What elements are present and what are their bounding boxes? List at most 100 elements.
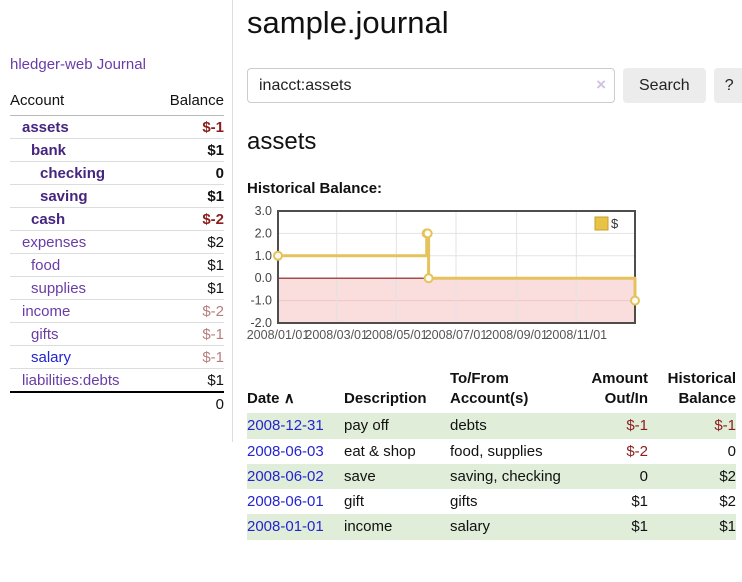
transaction-date-link[interactable]: 2008-12-31 [247, 417, 324, 435]
account-row: checking 0 [10, 161, 224, 185]
accounts-total-row: 0 [10, 391, 224, 416]
svg-text:2008/01/01: 2008/01/01 [247, 328, 310, 342]
transaction-balance: 0 [727, 442, 736, 460]
search-help-button[interactable]: ? [713, 68, 742, 104]
svg-text:2008/11/01: 2008/11/01 [545, 328, 607, 342]
sidebar: hledger-web Journal Account Balance asse… [0, 0, 233, 442]
transaction-amount: 0 [639, 467, 648, 485]
data-point-marker [630, 295, 640, 306]
search-bar: × Search ? [247, 68, 742, 104]
svg-text:1.0: 1.0 [255, 249, 272, 263]
account-row: cash $-2 [10, 207, 224, 231]
account-balance: $-1 [153, 322, 224, 346]
transaction-date-link[interactable]: 2008-06-03 [247, 442, 324, 460]
account-balance: $1 [153, 138, 224, 162]
account-balance: $1 [153, 276, 224, 300]
search-input[interactable] [247, 68, 615, 104]
legend-label: $ [611, 216, 619, 231]
account-balance: $-1 [153, 115, 224, 139]
account-link[interactable]: supplies [31, 280, 87, 297]
account-link[interactable]: cash [31, 211, 66, 228]
transaction-row: 2008-12-31 pay off debts $-1 $-1 [247, 413, 736, 439]
account-link[interactable]: liabilities:debts [22, 372, 120, 389]
svg-text:2008/03/01: 2008/03/01 [305, 328, 368, 342]
transaction-description: income [344, 518, 393, 536]
app-title-link[interactable]: hledger-web [10, 56, 93, 73]
transaction-amount: $1 [631, 518, 648, 536]
svg-text:3.0: 3.0 [255, 204, 272, 218]
account-balance: $-2 [153, 299, 224, 323]
svg-text:2008/05/01: 2008/05/01 [365, 328, 428, 342]
account-balance: $2 [153, 230, 224, 254]
account-link[interactable]: assets [22, 119, 69, 136]
register-header-accounts: To/From Account(s) [450, 370, 529, 407]
transaction-balance: $1 [719, 518, 736, 536]
transaction-description: gift [344, 493, 365, 511]
transaction-amount: $-1 [626, 417, 648, 435]
transaction-row: 2008-01-01 income salary $1 $1 [247, 514, 736, 540]
transaction-description: save [344, 467, 376, 485]
svg-text:2.0: 2.0 [255, 227, 272, 241]
register-header-row: Date ∧ Description To/From Account(s) Am… [247, 369, 736, 413]
account-row: assets $-1 [10, 115, 224, 139]
svg-text:-2.0: -2.0 [250, 316, 272, 330]
account-link[interactable]: food [31, 257, 61, 274]
transaction-description: eat & shop [344, 442, 416, 460]
transaction-date-link[interactable]: 2008-06-01 [247, 493, 324, 511]
account-link[interactable]: gifts [31, 326, 59, 343]
account-row: expenses $2 [10, 230, 224, 254]
transaction-row: 2008-06-03 eat & shop food, supplies $-2 0 [247, 439, 736, 464]
account-link[interactable]: bank [31, 142, 67, 159]
accounts-header-account: Account [10, 90, 154, 116]
sidebar-item-journal[interactable]: Journal [96, 56, 146, 73]
clear-search-icon[interactable]: × [596, 75, 606, 95]
transaction-row: 2008-06-02 save saving, checking 0 $2 [247, 463, 736, 490]
svg-text:0.0: 0.0 [255, 272, 272, 286]
transaction-amount: $1 [631, 493, 648, 511]
transaction-date-link[interactable]: 2008-06-02 [247, 467, 324, 485]
account-row: bank $1 [10, 138, 224, 162]
legend-swatch [594, 216, 609, 231]
account-row: income $-2 [10, 299, 224, 323]
register-header-balance: Historical Balance [667, 370, 736, 407]
page-title: sample.journal [247, 5, 449, 40]
search-button[interactable]: Search [623, 68, 706, 104]
account-row: gifts $-1 [10, 322, 224, 346]
transaction-row: 2008-06-01 gift gifts $1 $2 [247, 489, 736, 514]
account-balance: $-1 [153, 345, 224, 369]
account-rows: assets $-1 bank $1 checking 0 saving $1 cash $-2 e… [10, 115, 224, 393]
transaction-balance: $-1 [714, 417, 736, 435]
chart-title: Historical Balance: [247, 180, 383, 198]
app-window: hledger-web Journal Account Balance asse… [0, 0, 742, 540]
transaction-accounts: saving, checking [450, 467, 561, 485]
account-link[interactable]: income [22, 303, 71, 320]
register-rows: 2008-12-31 pay off debts $-1 $-1 2008-06-03 ea… [247, 413, 736, 540]
account-link[interactable]: salary [31, 349, 72, 366]
transaction-balance: $2 [719, 467, 736, 485]
account-row: food $1 [10, 253, 224, 277]
register-header-amount: Amount Out/In [591, 370, 648, 407]
account-balance: 0 [153, 161, 224, 185]
account-row: saving $1 [10, 184, 224, 208]
sort-ascending-icon: ∧ [283, 389, 295, 407]
transaction-amount: $-2 [626, 442, 648, 460]
account-link[interactable]: saving [40, 188, 88, 205]
svg-text:-1.0: -1.0 [250, 294, 272, 308]
accounts-table: Account Balance assets $-1 bank $1 checking 0… [10, 90, 224, 416]
transaction-accounts: debts [450, 417, 487, 435]
account-balance: $1 [153, 184, 224, 208]
transaction-accounts: salary [450, 518, 491, 536]
svg-text:2008/09/01: 2008/09/01 [485, 328, 548, 342]
account-link[interactable]: checking [40, 165, 106, 182]
main-content: sample.journal × Search ? assets Histori… [233, 0, 742, 540]
register-header-date[interactable]: Date ∧ [247, 389, 295, 407]
transaction-date-link[interactable]: 2008-01-01 [247, 518, 324, 536]
account-link[interactable]: expenses [22, 234, 87, 251]
account-heading: assets [247, 128, 317, 156]
transaction-accounts: food, supplies [450, 442, 543, 460]
data-point-marker [273, 251, 283, 262]
account-row: liabilities:debts $1 [10, 368, 224, 393]
account-balance: $1 [153, 253, 224, 277]
transaction-accounts: gifts [450, 493, 478, 511]
data-point-marker [422, 228, 433, 239]
